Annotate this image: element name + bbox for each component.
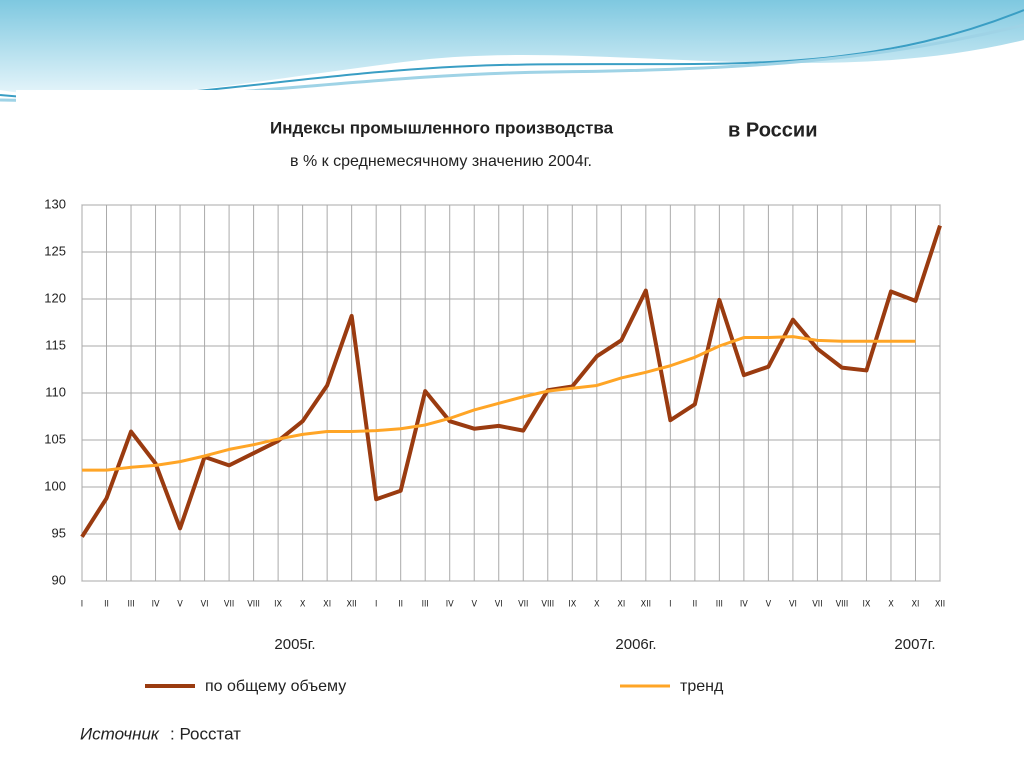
x-tick-label: I <box>375 600 377 610</box>
x-tick-label: V <box>766 600 772 610</box>
x-tick-label: X <box>300 600 306 610</box>
x-tick-label: II <box>692 600 697 610</box>
wave <box>0 0 1024 97</box>
y-tick-label: 120 <box>44 290 66 305</box>
x-tick-label: VIII <box>247 600 260 610</box>
x-tick-label: VII <box>518 600 528 610</box>
x-tick-label: X <box>888 600 894 610</box>
legend-label: по общему объему <box>205 678 346 695</box>
chart-subtitle: в % к среднемесячному значению 2004г. <box>290 153 592 170</box>
x-tick-label: XI <box>912 600 920 610</box>
x-tick-label: VII <box>224 600 234 610</box>
x-tick-label: XII <box>641 600 651 610</box>
x-tick-label: IV <box>152 600 160 610</box>
legend-label: тренд <box>680 678 724 695</box>
chart-title: Индексы промышленного производства <box>270 118 614 137</box>
x-tick-label: V <box>471 600 477 610</box>
x-tick-label: XI <box>323 600 331 610</box>
x-tick-label: III <box>127 600 134 610</box>
year-label: 2005г. <box>274 636 315 653</box>
year-label: 2006г. <box>615 636 656 653</box>
x-tick-label: IV <box>740 600 748 610</box>
x-tick-label: IV <box>446 600 454 610</box>
series-line <box>80 225 942 538</box>
y-tick-label: 110 <box>45 384 66 399</box>
x-tick-label: II <box>104 600 109 610</box>
x-tick-label: XII <box>935 600 945 610</box>
x-tick-label: XI <box>617 600 625 610</box>
x-tick-label: V <box>177 600 183 610</box>
x-tick-label: XII <box>346 600 356 610</box>
y-tick-label: 90 <box>52 572 66 587</box>
year-label: 2007г. <box>894 636 935 653</box>
y-tick-label: 125 <box>44 243 66 258</box>
chart-title-suffix: в России <box>728 119 817 141</box>
x-tick-label: VI <box>789 600 797 610</box>
y-tick-label: 115 <box>45 337 66 352</box>
source-text: : Росстат <box>170 724 241 743</box>
x-tick-label: VI <box>201 600 209 610</box>
x-tick-label: III <box>716 600 723 610</box>
y-tick-label: 130 <box>44 196 66 211</box>
y-tick-label: 100 <box>44 478 66 493</box>
x-tick-label: III <box>422 600 429 610</box>
x-tick-label: IX <box>274 600 282 610</box>
source-label: Источник <box>80 724 160 743</box>
x-tick-label: VII <box>812 600 822 610</box>
x-tick-label: I <box>81 600 83 610</box>
y-tick-label: 95 <box>52 525 66 540</box>
y-tick-label: 105 <box>44 431 66 446</box>
x-tick-label: II <box>398 600 403 610</box>
x-tick-label: X <box>594 600 600 610</box>
x-tick-label: IX <box>568 600 576 610</box>
x-tick-label: VI <box>495 600 503 610</box>
series-line <box>82 335 916 472</box>
x-tick-label: VIII <box>541 600 554 610</box>
x-tick-label: I <box>669 600 671 610</box>
x-tick-label: IX <box>862 600 870 610</box>
x-tick-label: VIII <box>836 600 849 610</box>
